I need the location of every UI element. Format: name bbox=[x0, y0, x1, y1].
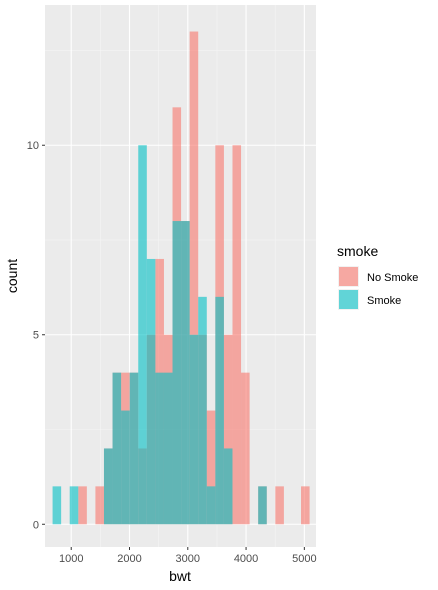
bar-no-smoke bbox=[95, 486, 104, 525]
bar-smoke bbox=[172, 221, 182, 525]
bar-smoke bbox=[155, 372, 164, 525]
bar-smoke bbox=[138, 145, 147, 525]
y-axis-title: count bbox=[4, 259, 20, 293]
bar-smoke bbox=[181, 221, 190, 525]
y-tick-label: 10 bbox=[27, 140, 39, 152]
bar-no-smoke bbox=[275, 486, 284, 525]
x-tick-label: 2000 bbox=[117, 553, 141, 565]
x-tick-label: 4000 bbox=[234, 553, 258, 565]
bar-smoke bbox=[258, 486, 267, 525]
bar-no-smoke bbox=[206, 410, 216, 525]
legend-items: No Smoke Smoke bbox=[338, 266, 418, 310]
bar-smoke bbox=[52, 486, 62, 525]
bar-no-smoke bbox=[223, 334, 233, 525]
x-tick-label: 1000 bbox=[59, 553, 83, 565]
x-tick-label: 3000 bbox=[176, 553, 200, 565]
bar-smoke bbox=[129, 372, 139, 525]
bar-no-smoke bbox=[301, 486, 310, 525]
y-tick-label: 5 bbox=[33, 330, 39, 342]
x-axis-title: bwt bbox=[169, 568, 191, 584]
bar-smoke bbox=[146, 258, 156, 525]
bar-smoke bbox=[198, 296, 207, 525]
bar-smoke bbox=[103, 448, 113, 525]
bar-smoke bbox=[121, 410, 130, 525]
legend: smoke No Smoke Smoke bbox=[337, 243, 418, 310]
legend-label-no-smoke: No Smoke bbox=[367, 272, 418, 284]
bar-smoke bbox=[215, 296, 224, 525]
y-axis-ticks: 0 5 10 bbox=[27, 140, 45, 531]
bar-no-smoke bbox=[189, 31, 199, 525]
legend-label-smoke: Smoke bbox=[367, 295, 401, 307]
legend-swatch-smoke bbox=[339, 290, 358, 309]
legend-title: smoke bbox=[337, 243, 378, 259]
histogram-bars bbox=[52, 31, 310, 525]
bar-smoke bbox=[223, 448, 233, 525]
bar-smoke bbox=[69, 486, 79, 525]
legend-swatch-no-smoke bbox=[339, 267, 358, 286]
bar-smoke bbox=[189, 334, 199, 525]
bar-smoke bbox=[163, 372, 173, 525]
bar-no-smoke bbox=[232, 145, 242, 525]
bar-no-smoke bbox=[241, 372, 250, 525]
y-tick-label: 0 bbox=[33, 519, 39, 531]
bar-no-smoke bbox=[78, 486, 87, 525]
bar-smoke bbox=[206, 486, 216, 525]
bar-smoke bbox=[112, 372, 122, 525]
x-tick-label: 5000 bbox=[292, 553, 316, 565]
x-axis-ticks: 1000 2000 3000 4000 5000 bbox=[59, 547, 317, 565]
